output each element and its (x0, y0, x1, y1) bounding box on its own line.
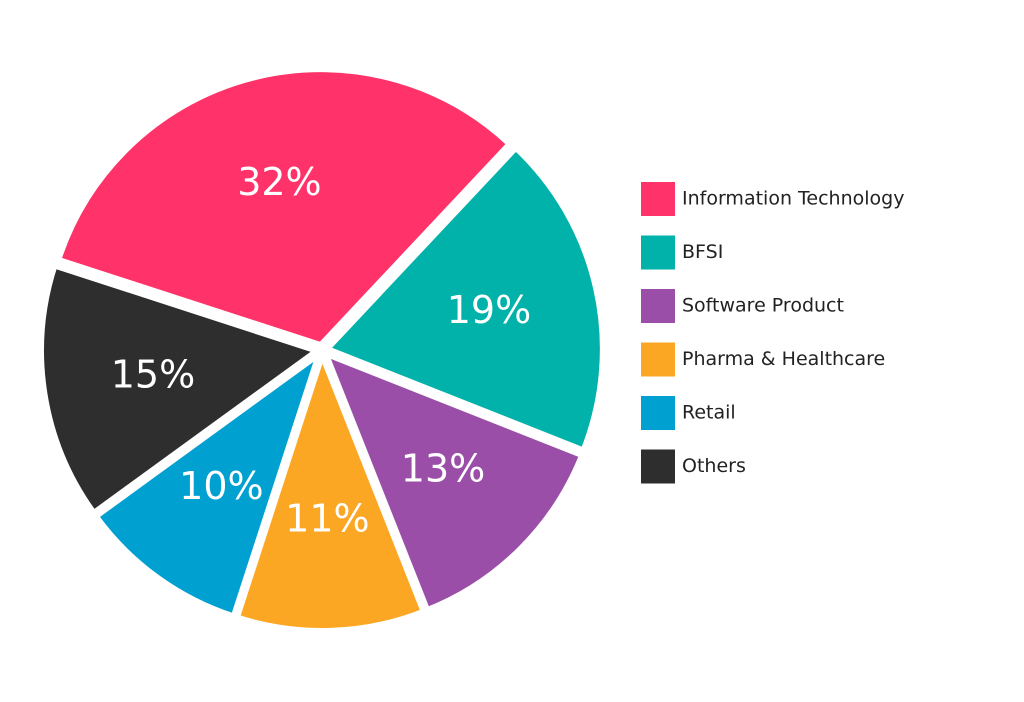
slice-label: 19% (447, 288, 531, 332)
pie-slice (38, 261, 324, 518)
slice-label: 15% (111, 352, 195, 396)
legend-swatch (641, 396, 675, 430)
slice-label: 10% (179, 464, 263, 508)
legend-label: Software Product (682, 295, 844, 317)
slice-label: 11% (285, 497, 369, 541)
legend-swatch (641, 449, 675, 484)
legend-swatch (641, 182, 675, 216)
legend-swatch (641, 235, 675, 270)
slice-label: 32% (237, 160, 321, 204)
pie-slice (321, 143, 606, 455)
legend-label: Pharma & Healthcare (682, 348, 885, 370)
pie-slice (54, 66, 514, 349)
legend-label: Information Technology (682, 188, 904, 210)
legend-label: Others (682, 455, 746, 477)
pie-slice (91, 346, 325, 621)
slice-label: 13% (401, 447, 485, 491)
pie-slice (320, 348, 587, 615)
legend-swatch (641, 342, 675, 377)
legend-swatch (641, 289, 675, 323)
legend-label: Retail (682, 402, 736, 424)
legend-label: BFSI (682, 241, 723, 263)
pie-slice (233, 346, 428, 634)
